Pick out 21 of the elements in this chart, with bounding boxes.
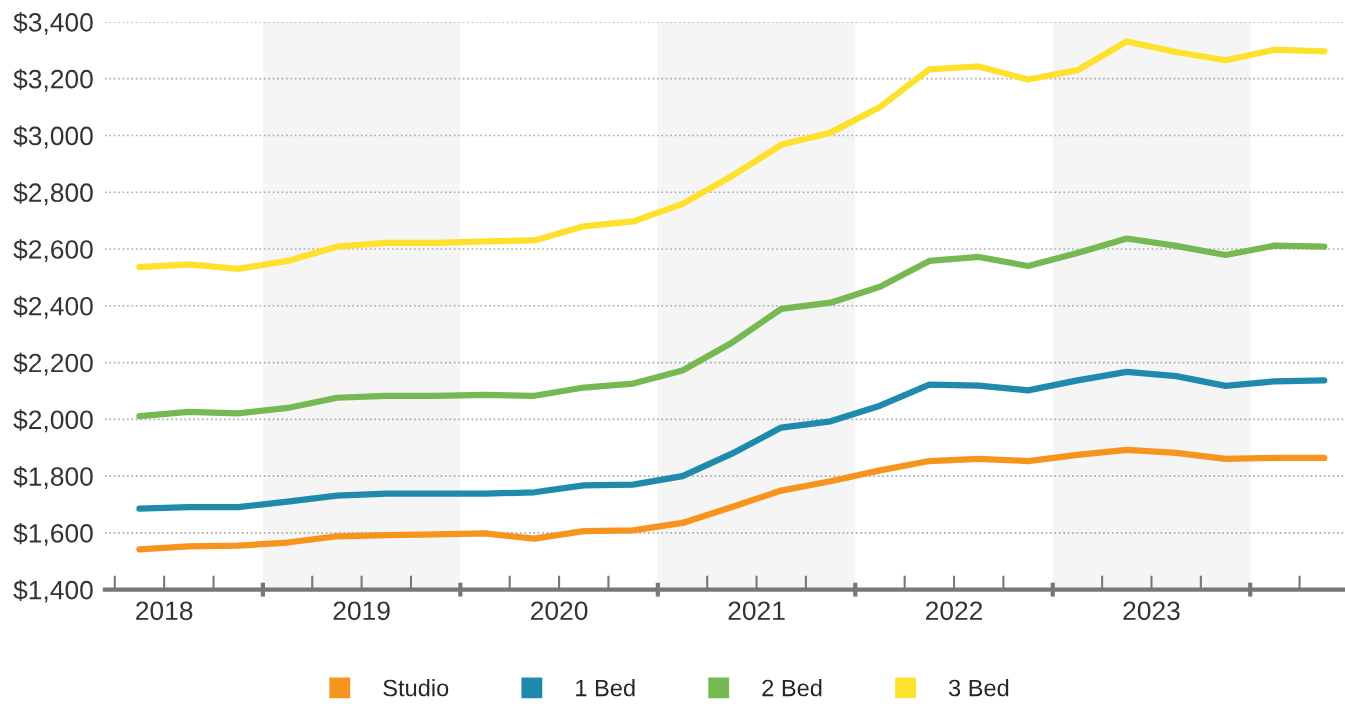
y-tick-label: $1,800: [13, 466, 93, 490]
y-tick-label: $2,200: [13, 352, 93, 376]
x-tick-label: 2023: [1123, 601, 1180, 621]
y-tick-label: $2,600: [13, 239, 93, 262]
legend-label: Studio: [383, 679, 449, 697]
x-tick-label: 2022: [925, 601, 983, 621]
y-tick-label: $1,600: [13, 522, 93, 546]
legend-label: 1 Bed: [576, 679, 635, 697]
y-tick-label: $2,000: [13, 409, 93, 433]
y-tick-label: $3,400: [13, 11, 93, 35]
legend-label: 2 Bed: [762, 679, 822, 697]
x-tick-label: 2018: [136, 601, 193, 621]
x-tick-label: 2021: [728, 601, 785, 621]
x-tick-label: 2020: [531, 601, 588, 621]
y-tick-label: $3,000: [13, 125, 93, 149]
y-tick-label: $3,200: [13, 68, 93, 92]
x-tick-label: 2019: [333, 601, 390, 621]
y-tick-label: $1,400: [13, 579, 93, 603]
y-tick-label: $2,400: [13, 295, 93, 319]
y-tick-label: $2,800: [13, 182, 93, 206]
legend-label: 3 Bed: [948, 679, 1009, 697]
